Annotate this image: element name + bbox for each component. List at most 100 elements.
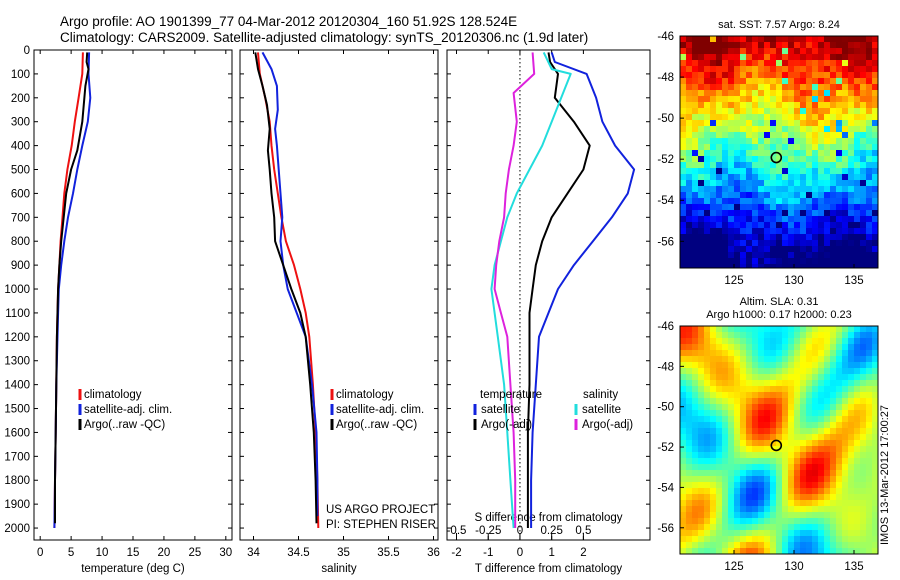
map-cell: [680, 386, 687, 393]
map-cell: [848, 168, 855, 175]
map-cell: [788, 90, 795, 97]
map-cell: [728, 168, 735, 175]
map-cell: [788, 488, 795, 495]
map-cell: [728, 84, 735, 91]
map-cell: [866, 144, 873, 151]
map-cell: [824, 186, 831, 193]
map-cell: [686, 332, 693, 339]
map-cell: [752, 174, 759, 181]
map-cell: [800, 458, 807, 465]
map-cell: [788, 96, 795, 103]
map-cell: [758, 234, 765, 241]
map-cell: [764, 42, 771, 49]
map-cell: [788, 386, 795, 393]
map-cell: [740, 240, 747, 247]
map-cell: [806, 234, 813, 241]
map-cell: [800, 90, 807, 97]
map-cell: [764, 114, 771, 121]
map-cell: [818, 518, 825, 525]
y-tick-label: 1100: [5, 308, 30, 320]
map-cell: [872, 374, 878, 381]
map-cell: [824, 470, 831, 477]
map-cell: [698, 428, 705, 435]
map-cell: [710, 446, 717, 453]
map-y-tick-label: -50: [657, 113, 674, 125]
map-cell: [722, 126, 729, 133]
map-cell: [770, 198, 777, 205]
map-cell: [788, 174, 795, 181]
map-cell: [818, 452, 825, 459]
map-cell: [686, 210, 693, 217]
map-cell: [836, 404, 843, 411]
map-cell: [758, 72, 765, 79]
map-cell: [680, 162, 687, 169]
map-cell: [836, 500, 843, 507]
map-cell: [806, 434, 813, 441]
map-cell: [842, 168, 849, 175]
map-cell: [794, 374, 801, 381]
map-cell: [746, 96, 753, 103]
map-cell: [866, 90, 873, 97]
map-cell: [836, 234, 843, 241]
series-line-temperature-argo-adj-: [526, 52, 591, 528]
map-cell: [686, 96, 693, 103]
map-cell: [824, 72, 831, 79]
map-cell: [842, 392, 849, 399]
map-cell: [842, 198, 849, 205]
map-cell: [806, 162, 813, 169]
map-cell: [758, 108, 765, 115]
map-cell: [686, 174, 693, 181]
map-cell: [806, 452, 813, 459]
map-cell: [824, 174, 831, 181]
map-cell: [686, 60, 693, 67]
map-x-tick-label: 130: [784, 275, 803, 287]
map-cell: [758, 530, 765, 537]
map-cell: [728, 216, 735, 223]
map-cell: [806, 380, 813, 387]
map-cell: [818, 84, 825, 91]
map-cell: [680, 138, 687, 145]
map-cell: [782, 252, 789, 259]
map-cell: [728, 72, 735, 79]
map-cell: [758, 90, 765, 97]
map-cell: [734, 138, 741, 145]
map-cell: [758, 150, 765, 157]
map-cell: [776, 168, 783, 175]
map-cell: [842, 102, 849, 109]
map-cell: [836, 368, 843, 375]
map-cell: [740, 446, 747, 453]
map-cell: [716, 84, 723, 91]
map-cell: [764, 54, 771, 61]
map-cell: [746, 150, 753, 157]
map-cell: [830, 332, 837, 339]
map-cell: [722, 338, 729, 345]
map-cell: [716, 476, 723, 483]
map-cell: [698, 66, 705, 73]
map-cell: [812, 48, 819, 55]
map-cell: [710, 362, 717, 369]
map-cell: [692, 326, 699, 333]
map-cell: [800, 434, 807, 441]
map-cell: [770, 512, 777, 519]
map-cell: [800, 524, 807, 531]
map-cell: [848, 446, 855, 453]
map-cell: [842, 518, 849, 525]
map-cell: [746, 222, 753, 229]
map-cell: [716, 422, 723, 429]
map-cell: [830, 156, 837, 163]
map-cell: [704, 240, 711, 247]
map-cell: [698, 114, 705, 121]
map-cell: [686, 326, 693, 333]
map-cell: [734, 252, 741, 259]
map-cell: [806, 48, 813, 55]
map-cell: [770, 192, 777, 199]
map-cell: [830, 422, 837, 429]
map-cell: [848, 36, 855, 43]
map-cell: [812, 258, 819, 265]
map-cell: [686, 518, 693, 525]
map-cell: [776, 264, 783, 268]
map-cell: [782, 210, 789, 217]
map-cell: [872, 120, 878, 127]
map-cell: [680, 228, 687, 235]
map-cell: [812, 114, 819, 121]
